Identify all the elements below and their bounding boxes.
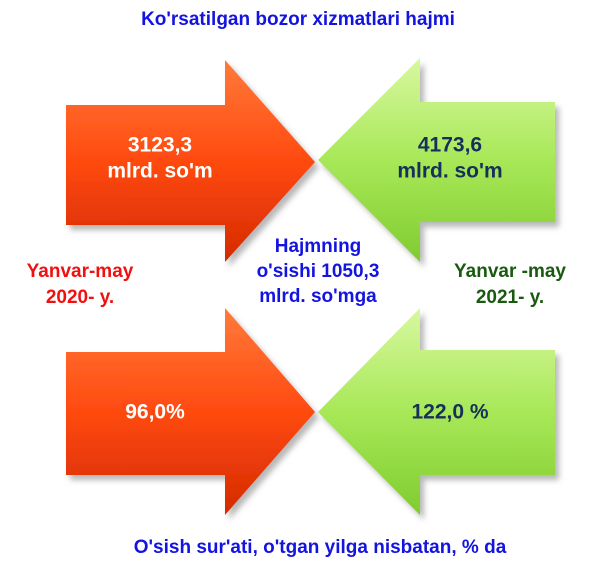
period: Yanvar -may [454,261,566,282]
arrow-right [66,308,315,515]
arrow-left [318,58,555,262]
center-note: o'sishi 1050,3 [257,261,380,282]
growth-value: 96,0% [125,401,185,424]
center-note: Hajmning [275,236,362,257]
center-note: mlrd. so'mga [259,286,377,307]
volume-unit: mlrd. so'm [397,160,502,183]
arrow-left [318,308,555,515]
volume-value: 3123,3 [128,134,192,157]
volume-value: 4173,6 [418,134,482,157]
period: Yanvar-may [27,261,134,282]
period: 2020- y. [46,287,114,308]
arrow-right [66,60,315,262]
period: 2021- y. [476,287,544,308]
title: Ko'rsatilgan bozor xizmatlari hajmi [141,9,455,30]
growth-value: 122,0 % [411,401,488,424]
footer: O'sish sur'ati, o'tgan yilga nisbatan, %… [134,537,507,558]
volume-unit: mlrd. so'm [107,160,212,183]
